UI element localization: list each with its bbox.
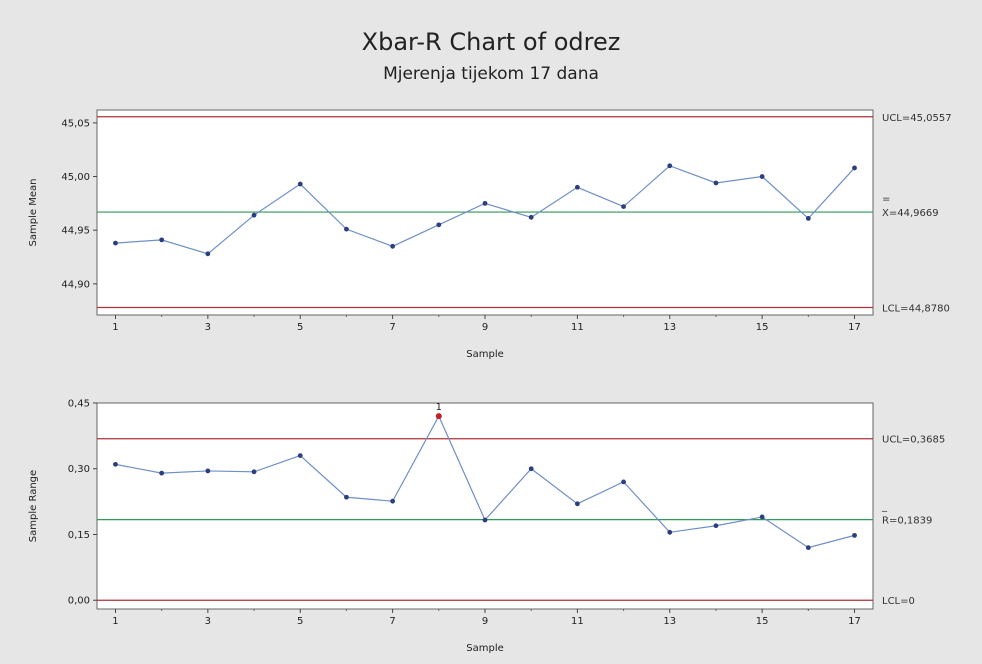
range-xtick-label: 17 bbox=[848, 616, 861, 627]
xbar-data-point bbox=[113, 240, 118, 246]
range-xtick-label: 13 bbox=[663, 616, 676, 627]
range-ytick-label: 0,15 bbox=[68, 530, 90, 541]
range-data-point bbox=[390, 498, 396, 504]
range-data-point bbox=[574, 501, 580, 507]
range-xtick-label: 7 bbox=[389, 616, 395, 627]
xbar-lcl-label: LCL=44,8780 bbox=[882, 303, 950, 314]
xbar-data-point bbox=[667, 163, 673, 169]
range-center-label: R=0,1839 bbox=[882, 516, 932, 527]
range-data-point bbox=[159, 470, 165, 476]
xbar-xtick-label: 17 bbox=[848, 322, 861, 333]
range-x-axis-label: Sample bbox=[466, 643, 504, 654]
range-plot-area bbox=[96, 402, 874, 610]
xbar-data-point bbox=[390, 243, 396, 249]
range-data-point bbox=[667, 529, 673, 535]
range-data-point bbox=[528, 466, 534, 472]
range-data-point bbox=[344, 494, 349, 500]
range-ytick-label: 0,00 bbox=[68, 596, 90, 607]
chart-title: Xbar-R Chart of odrez bbox=[361, 28, 621, 56]
range-xtick-label: 15 bbox=[756, 616, 769, 627]
xbar-ucl-label: UCL=45,0557 bbox=[882, 113, 952, 124]
range-lcl-label: LCL=0 bbox=[882, 596, 915, 607]
xbar-data-point bbox=[251, 212, 257, 218]
xbar-center-overline: = bbox=[882, 194, 890, 205]
xbar-data-point bbox=[713, 180, 719, 186]
range-y-axis-label: Sample Range bbox=[28, 470, 39, 542]
xbar-ytick-label: 45,05 bbox=[61, 118, 90, 129]
xbar-data-point bbox=[297, 181, 303, 187]
range-flag-label: 1 bbox=[436, 402, 442, 413]
xbar-xtick-label: 1 bbox=[112, 322, 118, 333]
range-xtick-label: 9 bbox=[482, 616, 488, 627]
xbar-xtick-label: 11 bbox=[571, 322, 584, 333]
xbar-data-point bbox=[805, 216, 811, 221]
xbar-center-label: X=44,9669 bbox=[882, 208, 939, 219]
range-data-point bbox=[759, 514, 765, 520]
xbar-xtick-label: 15 bbox=[756, 322, 769, 333]
range-data-point bbox=[805, 545, 811, 551]
xbar-xtick-label: 3 bbox=[205, 322, 211, 333]
xbar-x-axis-label: Sample bbox=[466, 349, 504, 360]
range-ytick-label: 0,45 bbox=[68, 399, 90, 410]
range-data-point bbox=[113, 461, 118, 467]
range-ytick-label: 0,30 bbox=[68, 464, 90, 475]
range-data-point bbox=[713, 523, 719, 529]
xbar-data-point bbox=[436, 222, 442, 228]
xbar-data-point bbox=[482, 200, 488, 206]
range-data-point bbox=[251, 469, 257, 475]
xbar-data-point bbox=[852, 165, 857, 171]
xbar-data-point bbox=[159, 237, 165, 243]
xbar-xtick-label: 13 bbox=[663, 322, 676, 333]
xbar-ytick-label: 44,95 bbox=[61, 226, 90, 237]
range-xtick-label: 5 bbox=[297, 616, 303, 627]
range-data-point bbox=[297, 453, 303, 458]
xbar-data-point bbox=[344, 226, 349, 232]
range-data-point bbox=[205, 468, 211, 474]
xbar-xtick-label: 7 bbox=[389, 322, 395, 333]
range-flagged-point bbox=[435, 413, 442, 420]
xbar-data-point bbox=[205, 251, 211, 257]
xbar-data-point bbox=[574, 184, 580, 190]
range-xtick-label: 1 bbox=[112, 616, 118, 627]
xbar-xtick-label: 5 bbox=[297, 322, 303, 333]
xbar-ytick-label: 45,00 bbox=[61, 172, 90, 183]
xbar-data-point bbox=[528, 214, 534, 220]
range-data-point bbox=[621, 479, 626, 485]
range-ucl-label: UCL=0,3685 bbox=[882, 435, 945, 446]
chart-subtitle: Mjerenja tijekom 17 dana bbox=[383, 64, 599, 84]
range-center-overline: _ bbox=[881, 502, 888, 513]
xbar-xtick-label: 9 bbox=[482, 322, 488, 333]
xbar-ytick-label: 44,90 bbox=[61, 279, 90, 290]
range-data-point bbox=[852, 532, 857, 538]
range-data-point bbox=[482, 517, 488, 523]
range-xtick-label: 3 bbox=[205, 616, 211, 627]
range-xtick-label: 11 bbox=[571, 616, 584, 627]
xbar-data-point bbox=[759, 174, 765, 179]
xbar-data-point bbox=[621, 204, 626, 209]
xbar-y-axis-label: Sample Mean bbox=[28, 179, 39, 247]
